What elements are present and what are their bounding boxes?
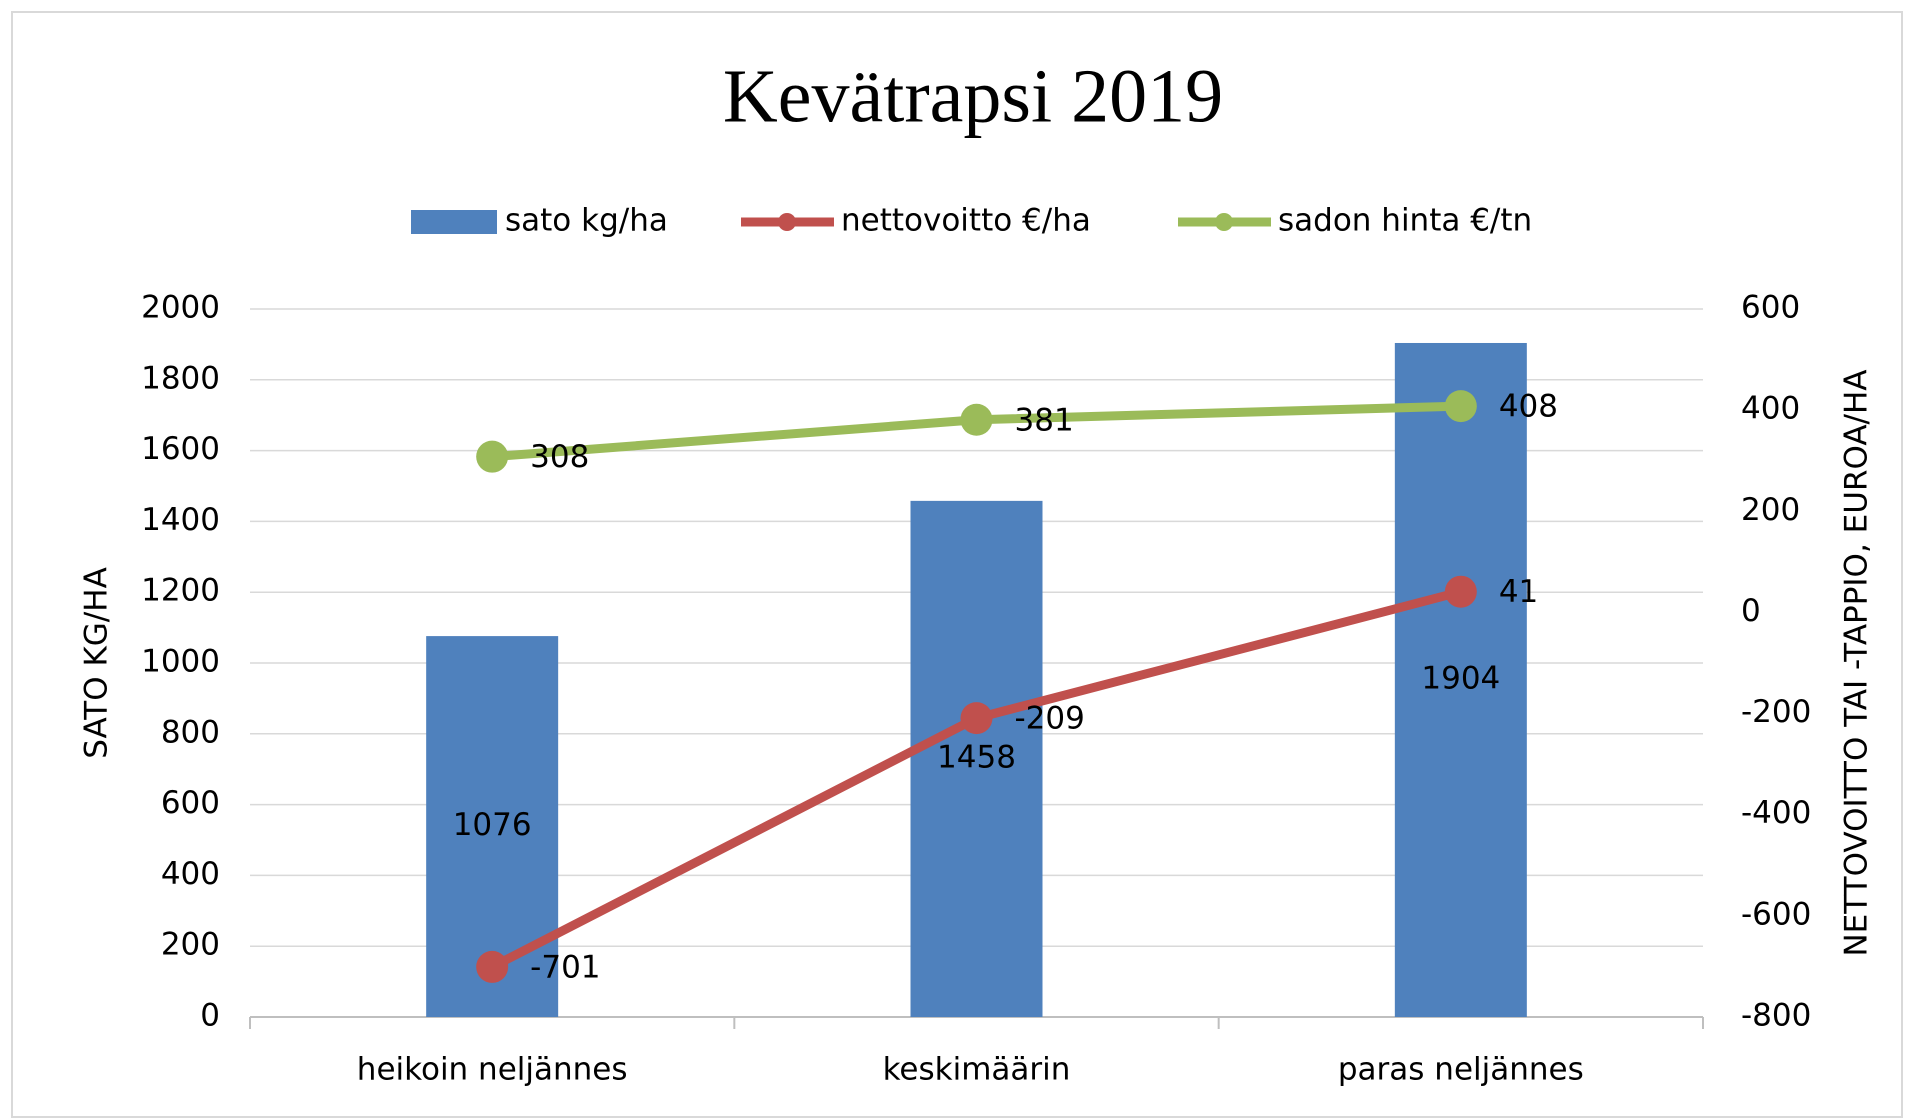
data-label: 381 [1015, 402, 1074, 438]
y-tick-label: 0 [200, 998, 220, 1034]
y2-tick-label: -600 [1741, 896, 1811, 932]
y2-tick-label: -800 [1741, 998, 1811, 1034]
x-tick-label: keskimäärin [883, 1052, 1071, 1088]
y-tick-label: 800 [161, 714, 220, 750]
line-marker [476, 440, 509, 473]
data-label: 1458 [937, 739, 1016, 775]
data-label: 1904 [1421, 660, 1500, 696]
y-tick-label: 400 [161, 856, 220, 892]
legend-label: sadon hinta €/tn [1278, 203, 1532, 239]
y-tick-label: 2000 [141, 290, 220, 326]
data-label: 1076 [453, 807, 532, 843]
y2-tick-label: 0 [1741, 593, 1761, 629]
legend-marker [778, 213, 796, 231]
chart-title: Kevätrapsi 2019 [723, 54, 1223, 138]
line-marker [1444, 575, 1477, 608]
legend-label: sato kg/ha [505, 203, 668, 239]
bar [910, 500, 1043, 1017]
y-tick-label: 1400 [141, 502, 220, 538]
x-tick-label: heikoin neljännes [357, 1052, 628, 1088]
bar [1394, 342, 1527, 1017]
y-tick-label: 1000 [141, 644, 220, 680]
data-label: 408 [1499, 389, 1558, 425]
y2-tick-label: 600 [1741, 290, 1800, 326]
y-tick-label: 1200 [141, 573, 220, 609]
y-axis-label: SATO KG/HA [79, 567, 115, 759]
line-marker [476, 950, 509, 983]
y2-tick-label: -200 [1741, 694, 1811, 730]
y-tick-label: 1600 [141, 431, 220, 467]
data-label: 41 [1499, 574, 1538, 610]
y2-tick-label: -400 [1741, 795, 1811, 831]
line-marker [1444, 390, 1477, 423]
legend-marker [1215, 213, 1233, 231]
legend-swatch [411, 210, 497, 234]
data-label: 308 [530, 439, 589, 475]
y2-tick-label: 200 [1741, 492, 1800, 528]
y-tick-label: 1800 [141, 360, 220, 396]
line-marker [960, 702, 993, 735]
y2-tick-label: 400 [1741, 391, 1800, 427]
y-tick-label: 200 [161, 927, 220, 963]
line-marker [960, 403, 993, 436]
x-tick-label: paras neljännes [1338, 1052, 1584, 1088]
legend-label: nettovoitto €/ha [841, 203, 1091, 239]
data-label: -209 [1015, 701, 1085, 737]
y2-axis-label: NETTOVOITTO TAI -TAPPIO, EUROA/HA [1839, 369, 1875, 956]
data-label: -701 [530, 949, 600, 985]
y-tick-label: 600 [161, 785, 220, 821]
